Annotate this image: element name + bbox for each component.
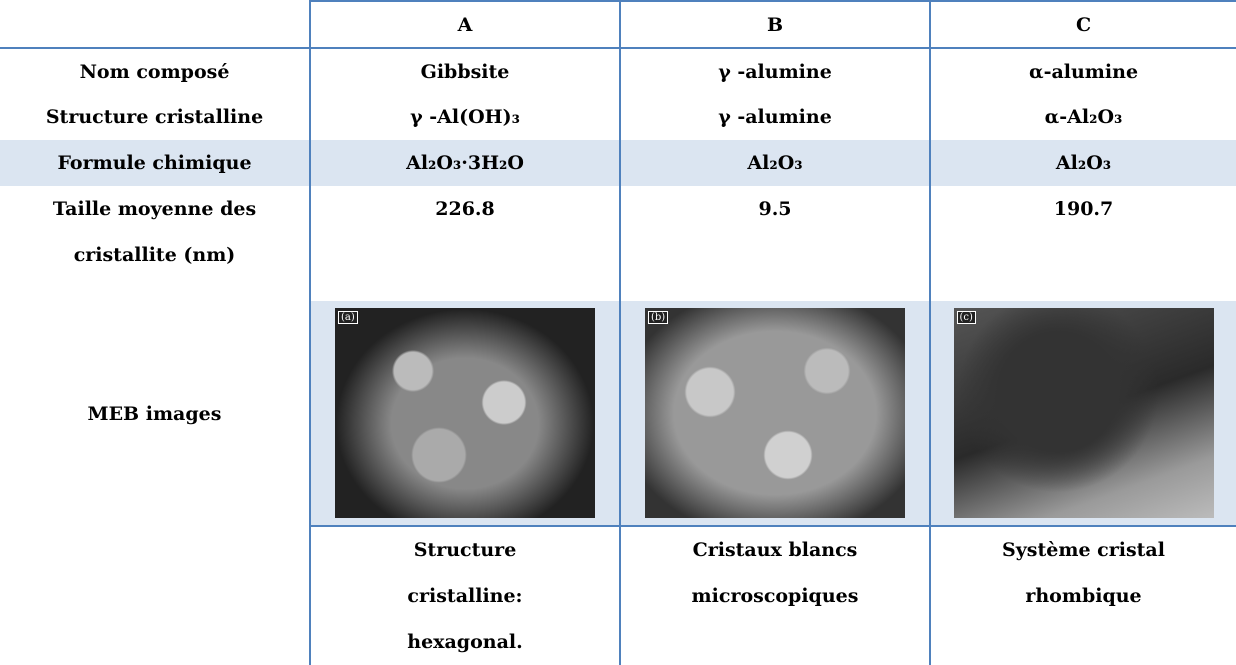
row-label: MEB images bbox=[87, 402, 222, 425]
image-cell: (b) bbox=[619, 301, 930, 527]
column-header: A bbox=[309, 0, 620, 49]
cell: α-alumine bbox=[929, 48, 1236, 94]
sem-image: (c) bbox=[953, 308, 1214, 518]
cell: 190.7 bbox=[929, 186, 1236, 301]
row-label: Nom composé bbox=[79, 60, 230, 83]
row-label: Formule chimique bbox=[0, 140, 310, 186]
note: Structure cristalline: hexagonal. bbox=[309, 526, 620, 665]
row: Structure cristalline γ -Al(OH)₃ γ -alum… bbox=[0, 94, 1236, 140]
note: Cristaux blancs microscopiques bbox=[619, 526, 930, 665]
cell: Al₂O₃ bbox=[929, 140, 1236, 186]
row: Taille moyenne des cristallite (nm) 226.… bbox=[0, 186, 1236, 301]
cell: Al₂O₃·3H₂O bbox=[309, 140, 620, 186]
sem-image: (a) bbox=[335, 308, 595, 518]
column-header: B bbox=[619, 0, 930, 49]
image-tag: (c) bbox=[956, 311, 976, 324]
cell: γ -Al(OH)₃ bbox=[309, 94, 620, 140]
note: Système cristal rhombique bbox=[929, 526, 1236, 665]
image-cell: (c) bbox=[929, 301, 1236, 527]
notes-row: Structure cristalline: hexagonal. Crista… bbox=[0, 526, 1236, 665]
header-row: A B C bbox=[0, 0, 1236, 49]
corner-cell bbox=[0, 1, 310, 49]
row: Formule chimique Al₂O₃·3H₂O Al₂O₃ Al₂O₃ bbox=[0, 140, 1236, 186]
image-tag: (a) bbox=[338, 311, 358, 324]
row-label: Structure cristalline bbox=[45, 106, 264, 128]
row-label: Taille moyenne des cristallite (nm) bbox=[52, 198, 257, 266]
image-tag: (b) bbox=[648, 311, 669, 324]
cell: 226.8 bbox=[309, 186, 620, 301]
cell: 9.5 bbox=[619, 186, 930, 301]
sem-image: (b) bbox=[645, 308, 905, 518]
cell: γ -alumine bbox=[619, 48, 930, 94]
image-row: MEB images (a) (b) (c) bbox=[0, 301, 1236, 527]
cell: Al₂O₃ bbox=[619, 140, 930, 186]
column-header: C bbox=[929, 0, 1236, 49]
cell: γ -alumine bbox=[619, 94, 930, 140]
empty-cell bbox=[0, 526, 310, 665]
cell: α-Al₂O₃ bbox=[929, 94, 1236, 140]
row: Nom composé Gibbsite γ -alumine α-alumin… bbox=[0, 48, 1236, 94]
cell: Gibbsite bbox=[309, 48, 620, 94]
image-cell: (a) bbox=[309, 301, 620, 527]
